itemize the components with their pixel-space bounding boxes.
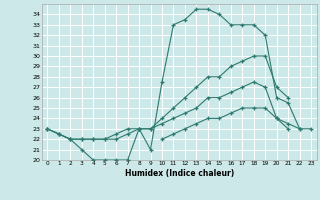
X-axis label: Humidex (Indice chaleur): Humidex (Indice chaleur) (124, 169, 234, 178)
